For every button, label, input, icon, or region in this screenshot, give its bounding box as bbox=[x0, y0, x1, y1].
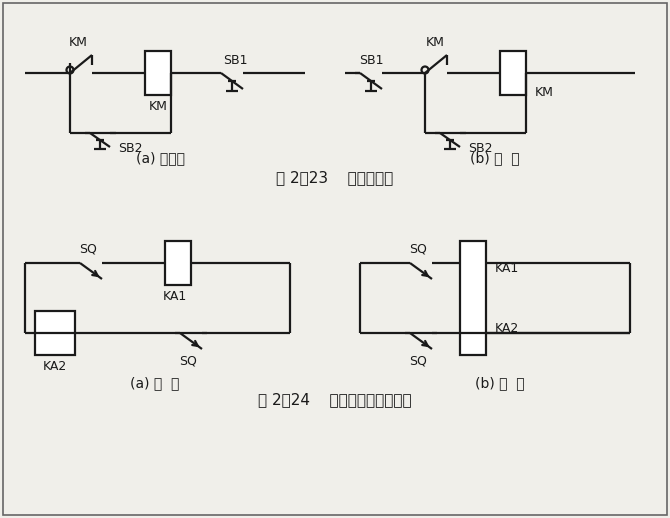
Bar bbox=[460, 241, 486, 355]
Text: KA1: KA1 bbox=[163, 291, 187, 304]
Text: KA2: KA2 bbox=[43, 361, 67, 373]
Bar bbox=[165, 241, 191, 285]
Text: SQ: SQ bbox=[409, 242, 427, 255]
Bar bbox=[145, 51, 171, 95]
Bar bbox=[500, 51, 526, 95]
Text: KM: KM bbox=[535, 87, 554, 99]
Text: SB1: SB1 bbox=[222, 54, 247, 67]
Text: (b) 合  理: (b) 合 理 bbox=[470, 151, 520, 165]
Text: KM: KM bbox=[425, 36, 444, 50]
Text: (a) 不合理: (a) 不合理 bbox=[135, 151, 184, 165]
Text: SB2: SB2 bbox=[468, 142, 492, 155]
Text: (a) 错  误: (a) 错 误 bbox=[130, 376, 180, 390]
Text: KA2: KA2 bbox=[495, 322, 519, 335]
Text: KM: KM bbox=[68, 36, 88, 50]
Text: KM: KM bbox=[149, 100, 168, 113]
Text: SQ: SQ bbox=[409, 354, 427, 367]
Text: SQ: SQ bbox=[79, 242, 97, 255]
Text: SQ: SQ bbox=[179, 354, 197, 367]
Text: SB1: SB1 bbox=[358, 54, 383, 67]
Text: (b) 正  确: (b) 正 确 bbox=[475, 376, 525, 390]
Text: SB2: SB2 bbox=[118, 142, 143, 155]
Text: 图 2－23    电器连接图: 图 2－23 电器连接图 bbox=[276, 170, 394, 185]
Text: KA1: KA1 bbox=[495, 262, 519, 275]
Text: 图 2－24    正确连接电器的触点: 图 2－24 正确连接电器的触点 bbox=[258, 393, 412, 408]
Bar bbox=[35, 311, 75, 355]
